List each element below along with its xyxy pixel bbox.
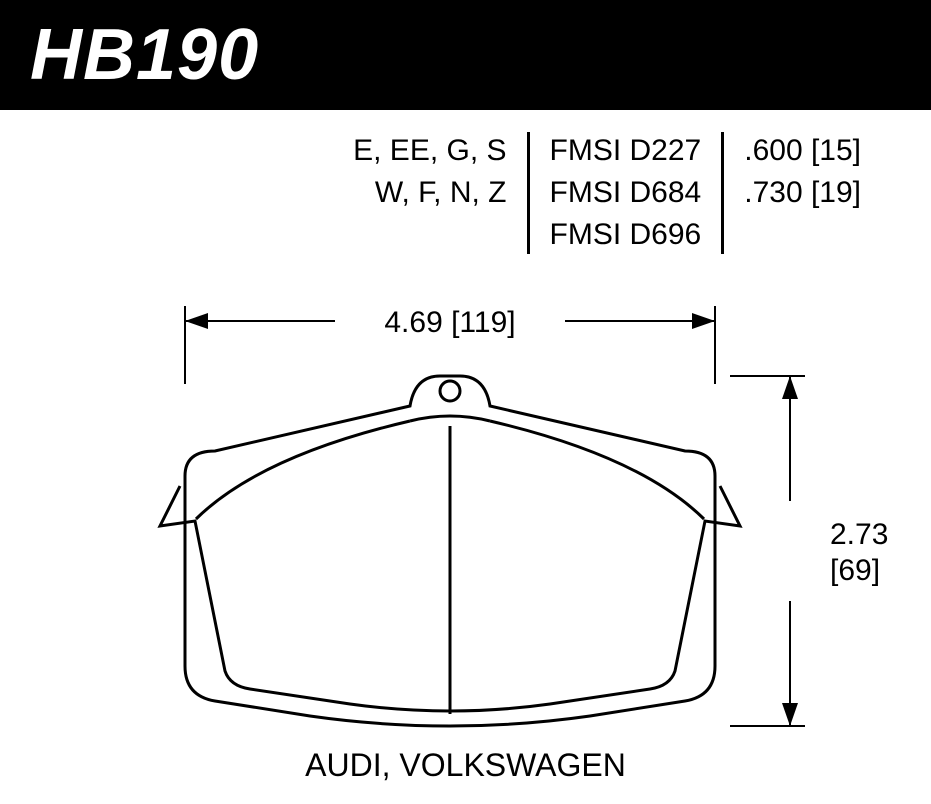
compounds-col: E, EE, G, S W, F, N, Z (333, 130, 526, 256)
compound-line: E, EE, G, S (353, 130, 506, 172)
fmsi-col: FMSI D227 FMSI D684 FMSI D696 (530, 130, 722, 256)
width-dimension: 4.69 [119] (185, 306, 715, 384)
thickness-line: .600 [15] (744, 130, 861, 172)
fmsi-line: FMSI D696 (550, 214, 702, 256)
info-row: E, EE, G, S W, F, N, Z FMSI D227 FMSI D6… (0, 110, 931, 266)
part-number: HB190 (30, 14, 259, 96)
compound-line: W, F, N, Z (353, 172, 506, 214)
brake-pad-shape (160, 376, 740, 726)
header-bar: HB190 (0, 0, 931, 110)
brake-pad-diagram: 4.69 [119] 2.73 [69] (0, 266, 931, 766)
diagram-area: 4.69 [119] 2.73 [69] (0, 266, 931, 766)
applications-footer: AUDI, VOLKSWAGEN (0, 747, 931, 784)
fmsi-line: FMSI D227 (550, 130, 702, 172)
height-label-2: [69] (830, 554, 880, 587)
width-label: 4.69 [119] (384, 306, 515, 339)
fmsi-line: FMSI D684 (550, 172, 702, 214)
thickness-col: .600 [15] .730 [19] (724, 130, 881, 256)
height-label-1: 2.73 (830, 518, 888, 551)
height-dimension: 2.73 [69] (730, 376, 888, 726)
thickness-line: .730 [19] (744, 172, 861, 214)
